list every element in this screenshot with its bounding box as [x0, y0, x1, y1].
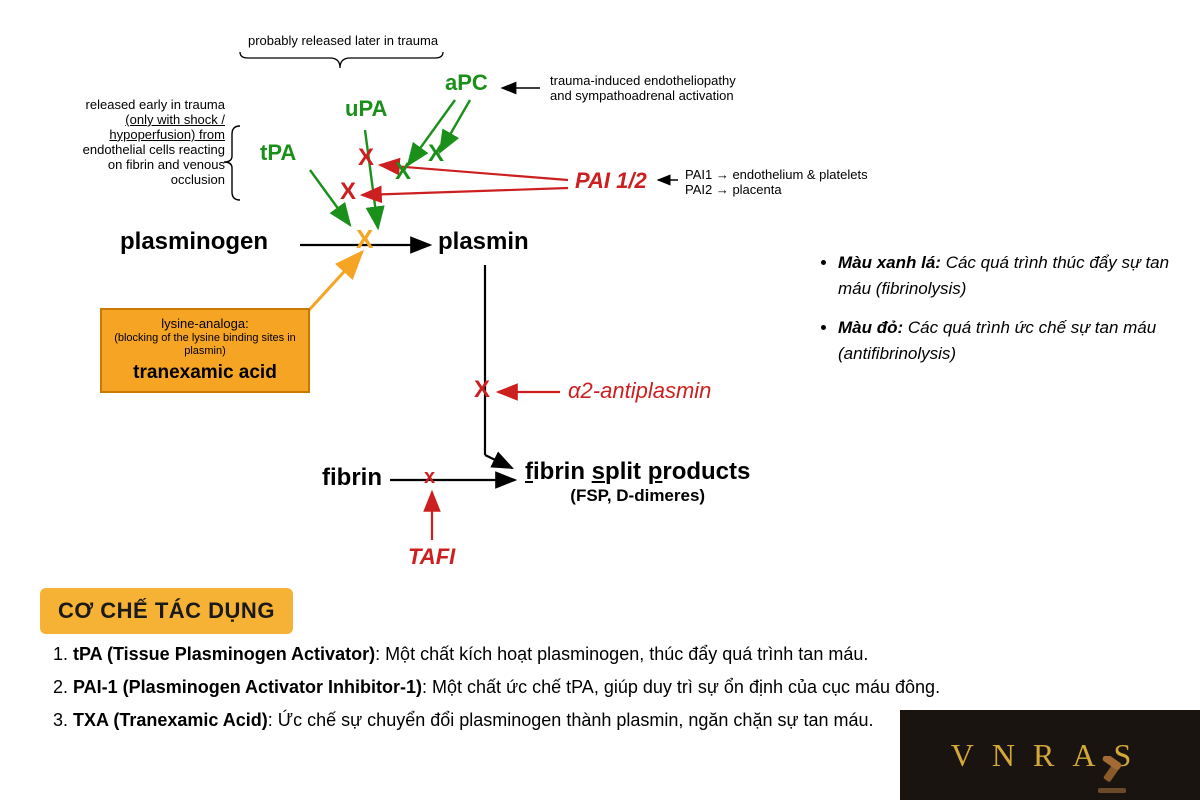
x-mark: X [356, 224, 373, 255]
fibrinolysis-diagram: probably released later in trauma [60, 40, 780, 570]
legend: Màu xanh lá: Các quá trình thúc đẩy sự t… [810, 250, 1180, 379]
label-plasminogen: plasminogen [120, 228, 268, 256]
x-mark: X [340, 178, 356, 206]
label-PAI: PAI 1/2 [575, 168, 647, 194]
x-mark: X [395, 158, 411, 186]
x-mark: X [428, 140, 444, 168]
label-uPA: uPA [345, 96, 387, 122]
label-tPA: tPA [260, 140, 296, 166]
label-aPC: aPC [445, 70, 488, 96]
label-a2antiplasmin: α2-antiplasmin [568, 378, 711, 404]
def-item-pai1: PAI-1 (Plasminogen Activator Inhibitor-1… [73, 673, 1145, 702]
label-TAFI: TAFI [408, 544, 455, 570]
x-mark: X [358, 144, 374, 172]
section-title-badge: CƠ CHẾ TÁC DỤNG [40, 588, 293, 634]
tpa-release-note: released early in trauma (only with shoc… [60, 98, 225, 188]
x-mark: X [474, 376, 490, 404]
def-item-tpa: tPA (Tissue Plasminogen Activator): Một … [73, 640, 1145, 669]
gavel-icon [1092, 756, 1132, 796]
legend-green-label: Màu xanh lá: [838, 253, 941, 272]
label-fsp: fibrin split products (FSP, D-dimeres) [525, 458, 750, 506]
label-plasmin: plasmin [438, 228, 529, 256]
legend-red-label: Màu đỏ: [838, 318, 903, 337]
txa-box: lysine-analoga: (blocking of the lysine … [100, 308, 310, 393]
x-mark: x [424, 466, 435, 489]
logo-corner: VNRAS [900, 710, 1200, 800]
apc-note: trauma-induced endotheliopathy and sympa… [550, 74, 736, 104]
label-fibrin: fibrin [322, 464, 382, 492]
top-note: probably released later in trauma [248, 34, 438, 49]
pai-note: PAI1 → endothelium & platelets PAI2 → pl… [685, 168, 868, 198]
